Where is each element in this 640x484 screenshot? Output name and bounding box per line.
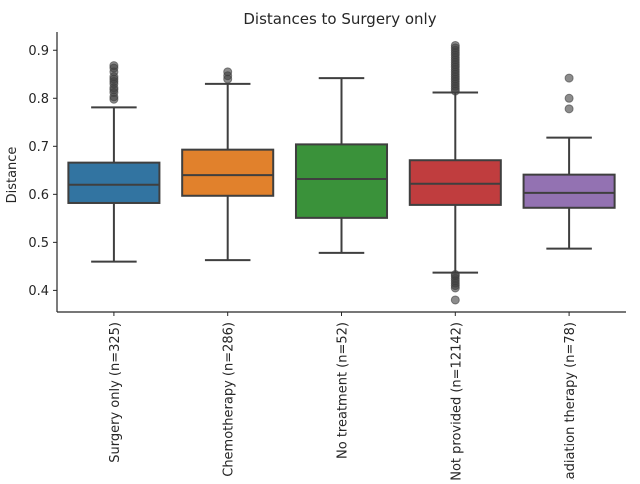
- x-tick-label: Chemotherapy (n=286): [222, 322, 237, 477]
- outlier-point: [223, 67, 233, 77]
- y-tick-label: 0.6: [28, 188, 49, 203]
- outlier-point: [450, 270, 460, 280]
- outlier-point: [564, 93, 574, 103]
- y-tick-label: 0.9: [28, 44, 49, 59]
- y-tick-label: 0.4: [28, 284, 49, 299]
- y-axis-label: Distance: [5, 147, 20, 204]
- outlier-point: [450, 40, 460, 50]
- chart-title: Distances to Surgery only: [243, 10, 436, 28]
- box-iqr: [294, 143, 389, 219]
- outlier-point: [109, 61, 119, 71]
- x-tick-label: No treatment (n=52): [336, 322, 351, 459]
- x-tick-label: Surgery only (n=325): [108, 322, 123, 463]
- box-iqr: [67, 161, 161, 204]
- box-iqr: [181, 148, 275, 197]
- outlier-point: [564, 104, 574, 114]
- y-tick-label: 0.7: [28, 140, 49, 155]
- outlier-point: [450, 295, 460, 305]
- y-tick-label: 0.5: [28, 236, 49, 251]
- y-tick-label: 0.8: [28, 92, 49, 107]
- box-iqr: [522, 173, 616, 209]
- x-tick-label: Not provided (n=12142): [449, 322, 464, 480]
- x-tick-label: Radiation therapy (n=78): [563, 322, 578, 480]
- outlier-point: [564, 73, 574, 83]
- box-iqr: [408, 159, 502, 206]
- plot-area: 0.4 0.5 0.6 0.7 0.8 0.9 Surgery only (n=325) Ch…: [28, 32, 626, 484]
